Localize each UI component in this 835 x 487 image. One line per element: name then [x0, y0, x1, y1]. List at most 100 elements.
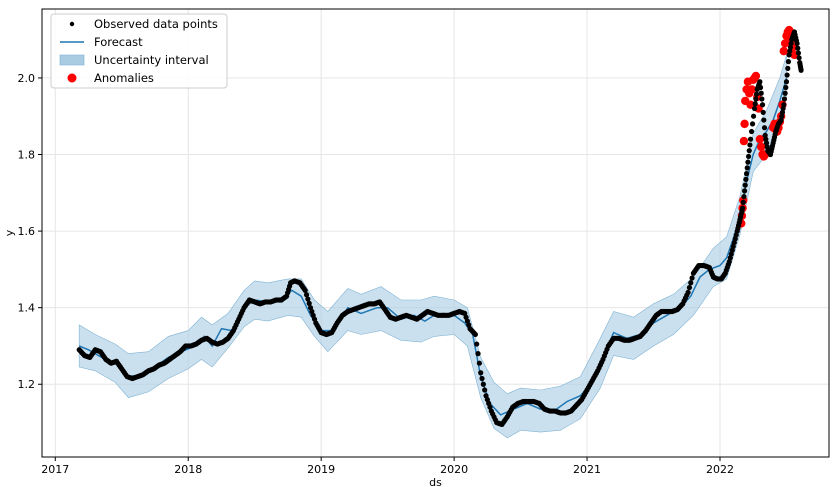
legend-box [50, 13, 228, 89]
observed-point [751, 105, 758, 112]
x-tick-label: 2018 [174, 463, 202, 476]
observed-point [748, 128, 755, 135]
observed-point [758, 90, 764, 96]
observed-point [742, 182, 748, 188]
observed-point [780, 105, 786, 112]
observed-point [739, 205, 746, 211]
legend-forecast-label: Forecast [94, 35, 143, 49]
observed-point [474, 341, 480, 347]
observed-point [759, 102, 766, 108]
observed-point [744, 165, 750, 171]
observed-point [757, 84, 764, 91]
observed-point [757, 79, 763, 85]
observed-point [740, 199, 746, 205]
observed-point [688, 280, 694, 286]
observed-point [747, 142, 753, 148]
legend-observed-label: Observed data points [94, 17, 218, 31]
x-axis-label: ds [429, 476, 442, 487]
observed-point [745, 153, 752, 160]
observed-point [753, 91, 760, 97]
observed-point [763, 140, 770, 146]
anomaly-point [747, 85, 757, 94]
observed-point [779, 113, 785, 119]
observed-point [478, 370, 484, 376]
observed-point [479, 375, 485, 382]
legend-band-marker [59, 54, 85, 66]
y-tick-label: 1.8 [18, 149, 36, 162]
observed-point [760, 109, 766, 115]
observed-point [781, 96, 788, 102]
x-tick-label: 2021 [573, 463, 601, 476]
observed-point [686, 284, 693, 291]
anomaly-point [757, 142, 766, 152]
observed-point [741, 194, 747, 200]
anomaly-point [779, 46, 789, 56]
observed-point [787, 48, 793, 54]
observed-point [763, 136, 769, 142]
observed-point [783, 79, 790, 85]
observed-point [752, 101, 758, 107]
observed-point [798, 67, 804, 73]
observed-point [785, 65, 791, 71]
legend-anomaly-label: Anomalies [94, 71, 154, 85]
observed-point [781, 102, 787, 108]
observed-point [787, 44, 794, 50]
observed-point [745, 159, 751, 165]
y-tick-label: 2.0 [18, 72, 36, 85]
observed-point [783, 84, 789, 91]
y-axis-ticks: 1.2 1.4 1.6 1.8 2.0 [18, 72, 42, 391]
observed-point [761, 125, 768, 131]
y-axis-label: y [3, 229, 16, 236]
plot-frame [41, 8, 830, 458]
x-tick-label: 2020 [440, 463, 468, 476]
observed-point [786, 52, 792, 58]
observed-point [782, 90, 788, 96]
observed-point [689, 275, 695, 281]
observed-point [762, 132, 768, 138]
observed-point [785, 59, 792, 65]
observed-point [472, 331, 478, 338]
observed-point [749, 121, 756, 127]
observed-point [747, 136, 754, 142]
observed-point [788, 40, 794, 47]
legend: Observed data points Forecast Uncertaint… [50, 13, 228, 89]
observed-point [482, 387, 488, 393]
observed-point [480, 381, 486, 387]
anomaly-point [751, 71, 761, 81]
observed-point [741, 188, 748, 194]
observed-point [795, 45, 801, 51]
observed-point [794, 40, 800, 47]
legend-anomaly-marker [67, 73, 77, 83]
observed-point [306, 300, 312, 306]
y-tick-label: 1.4 [18, 302, 36, 315]
observed-point [302, 287, 308, 294]
x-axis-ticks: 2017 2018 2019 2020 2021 2022 [41, 457, 734, 476]
observed-point [743, 171, 750, 177]
observed-point [743, 176, 749, 182]
observed-point [796, 55, 802, 61]
observed-point [685, 289, 691, 295]
observed-point [750, 113, 757, 119]
observed-point [764, 144, 770, 150]
anomaly-point [780, 39, 790, 48]
legend-band-label: Uncertainty interval [94, 53, 209, 67]
anomaly-point [740, 119, 749, 129]
observed-point [305, 296, 311, 302]
x-tick-label: 2017 [41, 463, 69, 476]
observed-point [753, 96, 759, 102]
observed-point [746, 148, 752, 154]
observed-point [778, 117, 784, 123]
x-tick-label: 2019 [307, 463, 335, 476]
gridlines [42, 9, 829, 457]
y-tick-label: 1.2 [18, 378, 36, 391]
observed-point [759, 96, 765, 102]
x-tick-label: 2022 [706, 463, 734, 476]
observed-point [475, 351, 481, 357]
observed-point [476, 360, 482, 366]
observed-point [784, 72, 790, 78]
observed-points [76, 29, 804, 428]
observed-point [795, 50, 802, 56]
observed-point [761, 117, 767, 123]
anomaly-point [755, 134, 765, 144]
